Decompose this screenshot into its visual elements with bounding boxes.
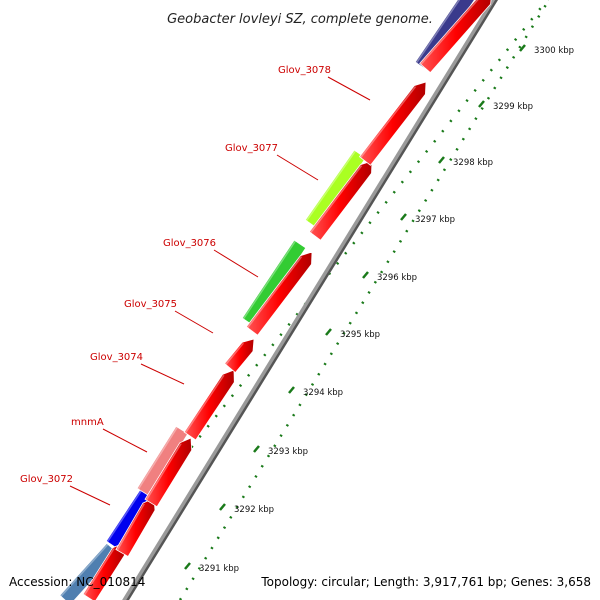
map-title: Geobacter lovleyi SZ, complete genome.: [167, 12, 433, 27]
kbp-tick-label: 3291 kbp: [199, 564, 239, 574]
gene-highlight: [247, 256, 303, 329]
kbp-tick-mark: [184, 562, 191, 570]
kbp-tick-label: 3300 kbp: [534, 46, 574, 56]
kbp-tick-mark: [478, 100, 485, 108]
kbp-tick-mark: [519, 44, 526, 52]
kbp-tick-label: 3293 kbp: [268, 447, 308, 457]
gene-highlight: [305, 150, 357, 222]
kbp-scale: 3291 kbp 3292 kbp 3293 kbp 3294 kbp 3295 kbp…: [69, 0, 574, 600]
forward-cds: [245, 251, 313, 336]
backbone-line: [122, 0, 496, 600]
gene-label: mnmA: [71, 417, 104, 428]
gene-label: Glov_3072: [20, 474, 73, 485]
gene-label: Glov_3074: [90, 352, 143, 363]
kbp-tick-mark: [400, 213, 407, 221]
gene-highlight: [310, 165, 363, 234]
gene-highlight: [116, 503, 145, 551]
kbp-tick-mark: [219, 503, 226, 511]
gene-highlight: [137, 426, 178, 490]
kbp-tick-mark: [325, 328, 332, 336]
kbp-tick-label: 3295 kbp: [340, 330, 380, 340]
gene-label-leader: [69, 485, 111, 506]
forward-cds: [183, 369, 235, 441]
gene-label-leader: [174, 310, 214, 334]
gene-label-leader: [327, 76, 371, 101]
gene-label: Glov_3077: [225, 143, 278, 154]
gene-highlight: [225, 342, 244, 365]
gene-highlight: [360, 86, 417, 159]
kbp-tick-label: 3299 kbp: [493, 102, 533, 112]
kbp-tick-label: 3294 kbp: [303, 388, 343, 398]
gene-highlight: [145, 443, 182, 501]
topology-text: Topology: circular; Length: 3,917,761 bp…: [260, 575, 591, 589]
gene-highlight: [60, 543, 109, 597]
gene-label: Glov_3075: [124, 299, 177, 310]
reverse-strand-track: [59, 0, 475, 600]
forward-cds: [419, 0, 492, 74]
kbp-tick-label: 3297 kbp: [415, 215, 455, 225]
accession-text: Accession: NC_010814: [9, 575, 145, 589]
gene-highlight: [242, 240, 297, 320]
gene-label: Glov_3078: [278, 65, 331, 76]
gene-label-leader: [213, 249, 259, 278]
gene-highlight: [106, 488, 144, 543]
gene-highlight: [184, 374, 225, 434]
forward-cds: [308, 160, 373, 241]
forward-strand-track: [82, 0, 499, 600]
gene-label: Glov_3076: [163, 238, 216, 249]
kbp-tick-mark: [362, 271, 369, 279]
forward-cds: [358, 81, 427, 166]
forward-cds: [144, 437, 193, 508]
gene-label-leader: [140, 363, 185, 385]
kbp-tick-mark: [288, 386, 295, 394]
kbp-tick-label: 3292 kbp: [234, 505, 274, 515]
gene-highlight: [415, 0, 461, 64]
gene-labels: Glov_3072 mnmA Glov_3074 Glov_3075 Glov_3076…: [20, 65, 371, 506]
gene-highlight: [83, 548, 115, 596]
gene-label-leader: [276, 154, 319, 181]
kbp-tick-mark: [253, 445, 260, 453]
kbp-tick-mark: [438, 156, 445, 164]
kbp-tick-label: 3296 kbp: [377, 273, 417, 283]
forward-cds: [224, 338, 255, 374]
kbp-tick-label: 3298 kbp: [453, 158, 493, 168]
gene-label-leader: [102, 428, 148, 453]
gene-highlight: [420, 0, 479, 65]
